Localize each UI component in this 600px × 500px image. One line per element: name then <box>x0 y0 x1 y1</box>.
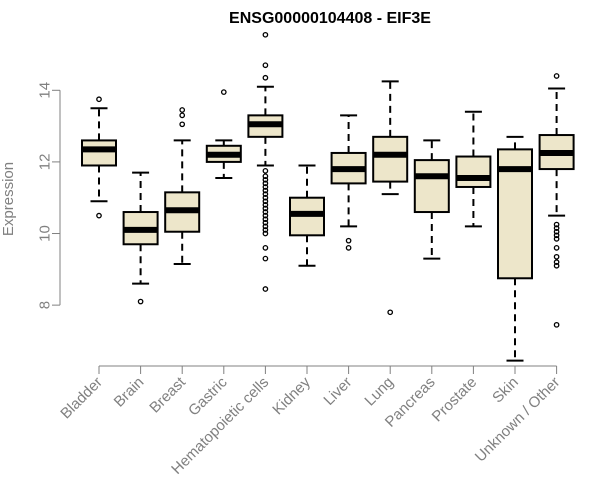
outlier-point <box>262 209 269 215</box>
outlier-point <box>262 173 269 180</box>
outlier-point <box>553 244 560 251</box>
outlier-point <box>553 236 560 242</box>
box-skin <box>497 135 533 362</box>
x-tick-label: Skin <box>489 374 522 407</box>
box-unknown-other <box>538 73 575 328</box>
outlier-point <box>262 212 269 219</box>
y-tick-label: 8 <box>37 301 54 309</box>
outlier-point <box>553 225 560 231</box>
outlier-point <box>553 259 560 266</box>
box-bladder <box>81 96 117 219</box>
outlier-point <box>262 194 269 201</box>
outlier-point <box>553 73 560 79</box>
y-tick-label: 12 <box>37 154 54 171</box>
x-tick-label: Breast <box>146 373 189 416</box>
box-series <box>81 31 575 362</box>
outlier-point <box>262 230 269 237</box>
box-breast <box>164 107 201 265</box>
outlier-point <box>179 121 186 128</box>
iqr-box <box>455 155 492 188</box>
box-pancreas <box>413 139 450 260</box>
outlier-point <box>553 253 560 260</box>
outlier-point <box>262 168 269 174</box>
outlier-point <box>262 286 269 292</box>
x-tick-label: Kidney <box>269 373 314 418</box>
outlier-point <box>345 244 352 251</box>
chart-title: ENSG00000104408 - EIF3E <box>229 10 431 27</box>
iqr-box <box>413 159 450 214</box>
outlier-point <box>179 107 186 113</box>
outlier-point <box>262 216 269 223</box>
outlier-point <box>262 223 269 230</box>
box-brain <box>122 171 159 305</box>
iqr-box <box>81 139 117 167</box>
box-hematopoietic-cells <box>247 31 284 292</box>
x-tick-label: Prostate <box>429 374 481 426</box>
outlier-point <box>262 198 269 205</box>
outlier-point <box>262 202 269 208</box>
outlier-point <box>553 321 560 328</box>
outlier-point <box>262 74 269 81</box>
x-tick-label: Liver <box>320 374 355 409</box>
outlier-point <box>262 219 269 226</box>
outlier-point <box>262 176 269 183</box>
outlier-point <box>553 221 560 228</box>
y-tick-label: 10 <box>37 225 54 242</box>
outlier-point <box>96 96 102 103</box>
outlier-point <box>553 232 560 239</box>
outlier-point <box>262 191 269 197</box>
outlier-point <box>96 212 102 219</box>
x-tick-label: Bladder <box>57 374 106 423</box>
outlier-point <box>262 184 269 190</box>
outlier-point <box>262 255 269 262</box>
x-tick-label: Lung <box>361 374 397 410</box>
box-prostate <box>455 110 492 228</box>
outlier-point <box>262 205 269 212</box>
outlier-point <box>262 62 269 69</box>
outlier-point <box>345 237 352 244</box>
y-axis-label: Expression <box>0 162 17 236</box>
box-gastric <box>205 89 242 180</box>
outlier-point <box>262 187 269 194</box>
box-lung <box>372 80 409 316</box>
outlier-point <box>220 89 227 95</box>
outlier-point <box>553 262 560 269</box>
y-tick-label: 14 <box>37 82 54 99</box>
outlier-point <box>137 298 144 305</box>
outlier-point <box>262 227 269 233</box>
outlier-point <box>262 180 269 187</box>
iqr-box <box>372 135 409 183</box>
y-axis: 8 10 12 14 <box>37 82 61 309</box>
x-tick-label: Brain <box>111 374 148 411</box>
outlier-point <box>553 228 560 235</box>
outlier-point <box>262 244 269 251</box>
box-liver <box>330 114 367 251</box>
box-kidney <box>289 164 325 267</box>
outlier-point <box>179 112 186 119</box>
outlier-point <box>387 309 394 316</box>
outlier-point <box>262 31 269 38</box>
